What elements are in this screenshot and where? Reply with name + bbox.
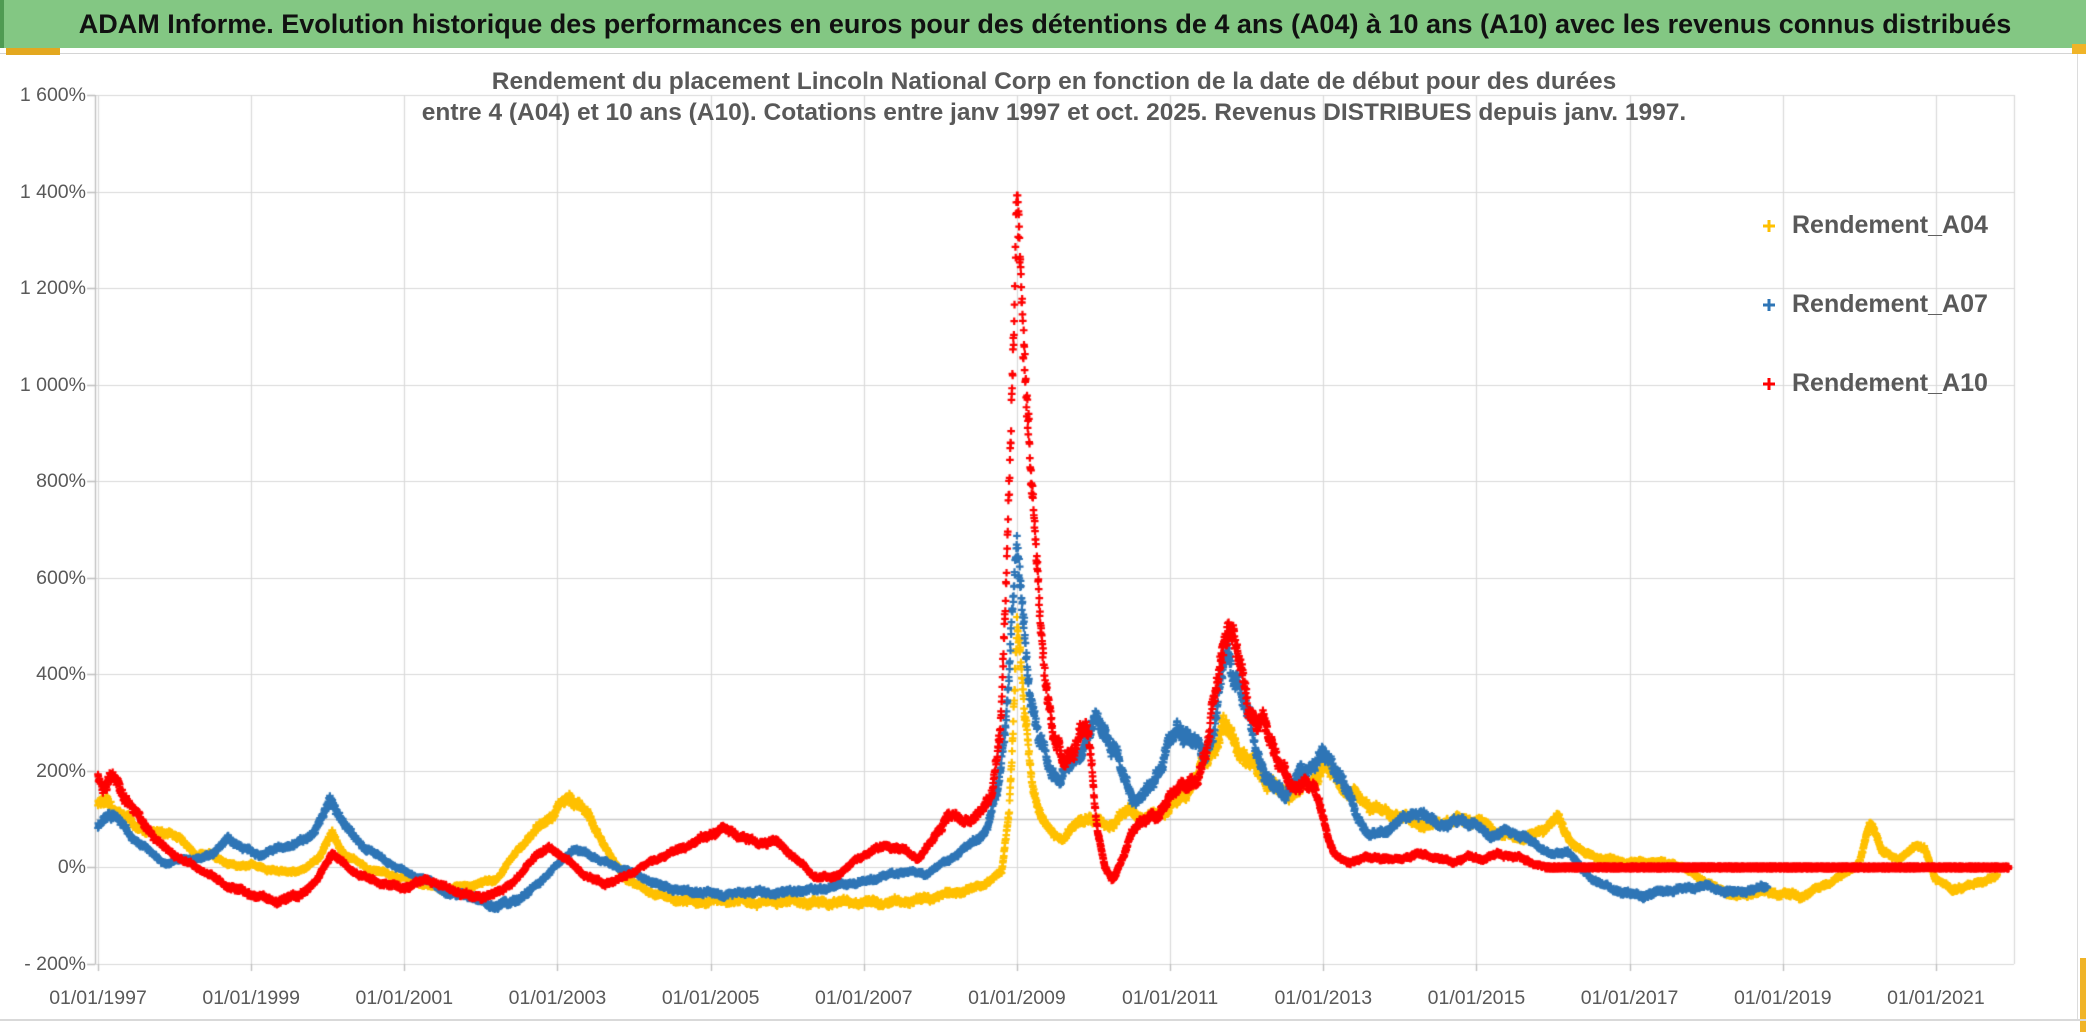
x-axis-tick-label: 01/01/2003 — [508, 987, 607, 1009]
plus-marker-icon — [1763, 377, 1775, 390]
y-axis-tick-label: 400% — [36, 663, 86, 686]
x-axis-tick-label: 01/01/2005 — [661, 987, 760, 1009]
gold-accent-left — [6, 48, 60, 55]
report-title: ADAM Informe. Evolution historique des p… — [78, 9, 2012, 39]
y-axis-tick-label: 1 400% — [19, 180, 86, 203]
x-axis-tick-label: 01/01/1997 — [49, 987, 147, 1009]
legend-item-rendement_a10: Rendement_A10 — [1760, 344, 2060, 423]
chart-title: Rendement du placement Lincoln National … — [94, 66, 2014, 128]
y-axis-tick-label: 1 000% — [19, 373, 86, 396]
legend-item-rendement_a04: Rendement_A04 — [1760, 186, 2060, 265]
x-axis-tick-label: 01/01/2017 — [1580, 987, 1679, 1009]
plus-marker-icon — [1763, 219, 1775, 232]
plus-marker-icon — [1763, 298, 1775, 311]
chart-title-line2: entre 4 (A04) et 10 ans (A10). Cotations… — [421, 99, 1687, 126]
gold-accent-right-edge — [2080, 958, 2086, 1032]
x-axis-tick-label: 01/01/2015 — [1427, 987, 1526, 1009]
chart-legend: Rendement_A04 Rendement_A07 Rendement_A10 — [1760, 186, 2060, 423]
legend-label: Rendement_A07 — [1792, 290, 1988, 318]
legend-label: Rendement_A10 — [1792, 369, 1988, 397]
report-header-bar: ADAM Informe. Evolution historique des p… — [0, 0, 2086, 48]
y-axis-tick-label: - 200% — [24, 953, 86, 975]
x-axis-tick-label: 01/01/2007 — [814, 987, 913, 1009]
chart-title-line1: Rendement du placement Lincoln National … — [491, 68, 1617, 95]
x-axis-tick-label: 01/01/2013 — [1274, 987, 1373, 1009]
x-axis-tick-label: 01/01/2009 — [968, 987, 1066, 1009]
y-axis-tick-label: 0% — [57, 856, 86, 879]
chart-area-border — [2077, 54, 2078, 1019]
y-axis-tick-label: 800% — [36, 470, 86, 493]
legend-item-rendement_a07: Rendement_A07 — [1760, 265, 2060, 344]
gold-accent-corner — [2072, 44, 2086, 54]
x-axis-tick-label: 01/01/2001 — [355, 987, 454, 1009]
y-axis-tick-label: 1 600% — [19, 84, 86, 106]
header-separator-line — [0, 53, 2086, 54]
legend-label: Rendement_A04 — [1792, 211, 1988, 239]
bottom-separator-line — [0, 1019, 2086, 1021]
x-axis-tick-label: 01/01/1999 — [202, 987, 300, 1009]
x-axis-tick-label: 01/01/2021 — [1887, 987, 1985, 1009]
y-axis-tick-label: 1 200% — [19, 277, 86, 300]
x-axis-tick-label: 01/01/2011 — [1122, 987, 1219, 1009]
y-axis-tick-label: 600% — [36, 566, 86, 589]
y-axis-tick-label: 200% — [36, 759, 86, 782]
x-axis-tick-label: 01/01/2019 — [1733, 987, 1832, 1009]
